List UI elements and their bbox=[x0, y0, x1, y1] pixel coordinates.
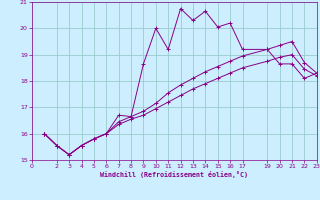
X-axis label: Windchill (Refroidissement éolien,°C): Windchill (Refroidissement éolien,°C) bbox=[100, 171, 248, 178]
